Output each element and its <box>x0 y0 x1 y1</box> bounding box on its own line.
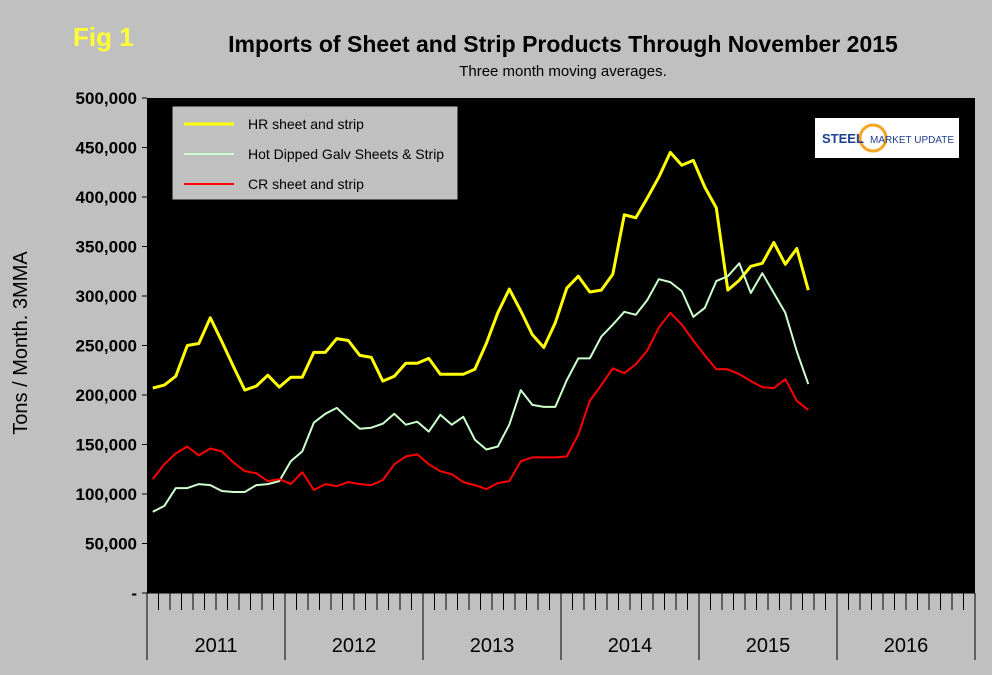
x-tick-label: 2013 <box>470 635 515 657</box>
y-tick-label: 450,000 <box>76 139 137 158</box>
legend-label: Hot Dipped Galv Sheets & Strip <box>248 146 444 162</box>
x-axis: 2011 2012 2013 2014 2015 2016 <box>146 592 976 660</box>
legend: HR sheet and strip Hot Dipped Galv Sheets… <box>171 105 459 201</box>
x-axis-labels: 2011 2012 2013 2014 2015 2016 <box>194 635 928 657</box>
y-tick-label: 200,000 <box>76 386 137 405</box>
x-tick-label: 2011 <box>194 635 237 657</box>
legend-label: CR sheet and strip <box>248 176 364 192</box>
x-tick-label: 2016 <box>884 635 929 657</box>
logo-ring-icon <box>858 123 888 153</box>
x-tick-label: 2012 <box>332 635 377 657</box>
y-tick-label: 350,000 <box>76 238 137 257</box>
steel-market-update-logo: STEEL MARKET UPDATE <box>815 118 959 158</box>
series-group <box>152 150 810 513</box>
series-line-hot-dipped-galv-sheets-strip <box>152 262 810 513</box>
fig-label: Fig 1 <box>73 22 134 52</box>
y-axis-label: Tons / Month. 3MMA <box>10 251 32 435</box>
chart-title: Imports of Sheet and Strip Products Thro… <box>228 31 898 57</box>
series-line-cr-sheet-and-strip <box>152 311 809 491</box>
y-tick-label: 300,000 <box>76 287 137 306</box>
y-tick-label: - <box>131 584 137 603</box>
series-line-hr-sheet-and-strip <box>152 150 810 392</box>
x-tick-label: 2014 <box>608 635 653 657</box>
y-tick-label: 150,000 <box>76 436 137 455</box>
y-tick-label: 400,000 <box>76 188 137 207</box>
y-tick-label: 500,000 <box>76 89 137 108</box>
y-tick-label: 100,000 <box>76 485 137 504</box>
chart-subtitle: Three month moving averages. <box>459 63 667 80</box>
y-tick-label: 250,000 <box>76 337 137 356</box>
y-axis-ticks: - 50,000 100,000 150,000 200,000 250,000 300,0… <box>76 89 147 603</box>
logo-brand: STEEL <box>822 131 864 146</box>
logo-suffix: MARKET UPDATE <box>870 135 954 146</box>
x-tick-label: 2015 <box>746 635 791 657</box>
x-axis-ticks <box>146 593 976 660</box>
legend-label: HR sheet and strip <box>248 116 364 132</box>
y-tick-label: 50,000 <box>85 535 137 554</box>
